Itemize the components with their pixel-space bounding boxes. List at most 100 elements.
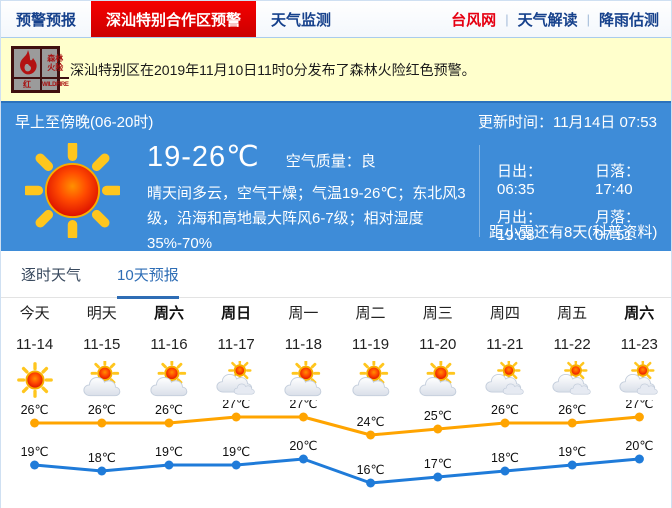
temp-point [634,454,644,464]
temp-point [366,478,376,488]
day-name-5[interactable]: 周二 [355,305,386,322]
nav-tabs: 预警预报 深汕特别合作区预警 天气监测 [1,1,346,37]
day-name-8[interactable]: 周五 [557,305,588,322]
warning-text[interactable]: 深汕特别区在2019年11月10日11时0分发布了森林火险红色预警。 [70,61,476,78]
date-4: 11-18 [284,336,322,353]
weather-icon-sunny [1,360,68,400]
panel-header: 早上至傍晚(06-20时) 更新时间：11月14日 07:53 [1,103,671,132]
date-0: 11-14 [15,336,54,353]
day-name-2[interactable]: 周六 [153,305,184,322]
date-5: 11-19 [351,336,390,353]
temp-label: 27℃ [222,400,250,411]
weather-icon-mostly-cloudy [606,360,671,400]
nav-links: 台风网 | 天气解读 | 降雨估测 [451,1,671,37]
temp-label: 20℃ [625,439,653,453]
date-3: 11-17 [217,336,255,353]
temp-point [164,460,174,470]
astro-item-3: 月落：07:51 [595,209,641,244]
temp-point [97,466,107,476]
temp-label: 27℃ [625,400,653,411]
weather-icons-row [1,360,671,400]
date-6: 11-20 [419,336,457,353]
date-7: 11-21 [486,336,524,353]
day-name-9[interactable]: 周六 [624,305,655,322]
date-row: 11-14 11-15 11-16 11-17 11-18 11-19 11-20 11-21… [1,330,671,360]
temp-label: 26℃ [155,403,183,417]
temp-label: 26℃ [21,403,49,417]
temp-label: 18℃ [88,451,116,465]
date-1: 11-15 [83,336,121,353]
nav-tab-1[interactable]: 深汕特别合作区预警 [91,1,257,37]
tab-hourly-weather[interactable]: 逐时天气 [21,267,82,284]
temp-point [634,412,644,422]
temp-point [567,460,577,470]
temp-label: 26℃ [558,403,586,417]
forecast-period: 早上至傍晚(06-20时) [15,114,154,131]
temp-label: 25℃ [424,409,452,423]
astro-item-0: 日出：06:35 [497,163,543,198]
weather-icon-partly-cloudy [135,360,202,400]
temp-label: 19℃ [558,445,586,459]
nav-link-0[interactable]: 台风网 [451,11,497,29]
temp-point [164,418,174,428]
panel-divider [479,145,480,237]
weather-icon-partly-cloudy [68,360,135,400]
temp-point [433,424,443,434]
weather-icon-partly-cloudy [404,360,471,400]
day-name-1[interactable]: 明天 [86,305,117,322]
wildfire-warning-icon[interactable]: 森林 火险 红 WILDFIRE [11,46,69,93]
temp-point [500,418,510,428]
solar-term-note[interactable]: 距小雪还有8天(科普资料) [489,224,658,241]
sunny-icon [22,140,123,243]
temp-label: 16℃ [357,463,385,477]
nav-tab-0[interactable]: 预警预报 [16,11,77,29]
day-name-6[interactable]: 周三 [422,305,453,322]
update-time: 更新时间：11月14日 07:53 [478,114,657,131]
nav-separator: | [586,11,590,27]
weather-summary: 19-26℃ 空气质量：良 晴天间多云，空气干燥；气温19-26℃；东北风3级，… [147,139,479,256]
astro-item-1: 日落：17:40 [595,163,641,198]
day-name-4[interactable]: 周一 [288,305,319,322]
temp-high-line [34,415,640,437]
temp-point [97,418,107,428]
temp-label: 26℃ [88,403,116,417]
weather-icon-mostly-cloudy [539,360,606,400]
temp-label: 17℃ [424,457,452,471]
temp-label: 19℃ [155,445,183,459]
temp-low-line [34,457,640,485]
nav-tab-2[interactable]: 天气监测 [271,11,332,29]
date-8: 11-22 [553,336,591,353]
nav-link-1[interactable]: 天气解读 [517,11,578,29]
tab-10day-forecast[interactable]: 10天预报 [117,264,179,299]
temp-label: 19℃ [21,445,49,459]
flame-icon [14,49,40,77]
temp-label: 27℃ [289,400,317,411]
temp-point [231,412,241,422]
sun-moon-times: 日出：06:35 日落：17:40 月出：19:08 月落：07:51 [497,160,671,244]
day-name-3[interactable]: 周日 [221,305,252,322]
weather-description: 晴天间多云，空气干燥；气温19-26℃；东北风3级，沿海和高地最大阵风6-7级；… [147,185,466,252]
temperature-chart: 26℃ 26℃ 26℃ 27℃ 27℃ 24℃ 25℃ 26℃ 26℃ 27℃ 19℃ 18℃ 19℃ 1… [1,397,671,506]
day-name-7[interactable]: 周四 [489,305,520,322]
weather-icon-partly-cloudy [270,360,337,400]
temp-label: 18℃ [491,451,519,465]
date-2: 11-16 [150,336,188,353]
nav-link-2[interactable]: 降雨估测 [598,11,659,29]
temp-point [500,466,510,476]
temp-label: 24℃ [357,415,385,429]
nav-separator: | [505,11,509,27]
temp-point [298,412,308,422]
day-name-0[interactable]: 今天 [19,305,50,322]
weather-icon-mostly-cloudy [203,360,270,400]
temp-point [30,460,40,470]
temp-point [433,472,443,482]
temp-point [366,430,376,440]
temp-label: 26℃ [491,403,519,417]
weather-icon-partly-cloudy [337,360,404,400]
wildfire-icon-label: 森林 火险 [40,49,69,77]
current-weather-panel: 早上至傍晚(06-20时) 更新时间：11月14日 07:53 19-26℃ 空… [1,101,671,252]
wildfire-icon-level: 红 [14,77,40,90]
astro-item-2: 月出：19:08 [497,209,543,244]
temp-point [298,454,308,464]
